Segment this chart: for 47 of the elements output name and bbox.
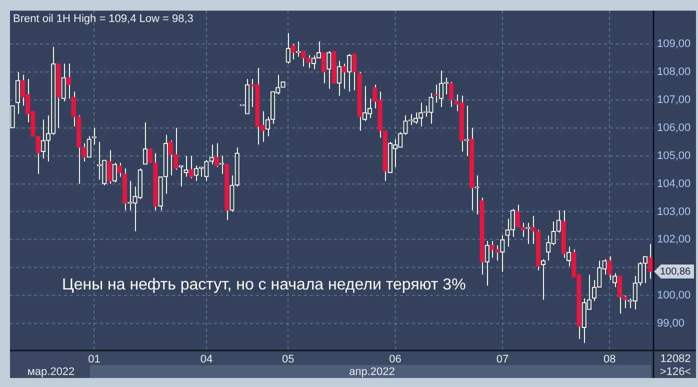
candlestick xyxy=(326,50,332,90)
y-tick-label: 99,00 xyxy=(657,317,685,330)
candlestick xyxy=(500,234,505,272)
text: 100,86 xyxy=(660,266,692,278)
candlestick xyxy=(296,40,301,58)
x-tick-label: 08 xyxy=(604,354,616,366)
text: мар.2022 xyxy=(27,366,75,378)
candlestick xyxy=(209,144,214,165)
candlestick xyxy=(347,53,352,92)
candlestick xyxy=(184,155,188,178)
candlestick xyxy=(336,60,342,96)
candlestick xyxy=(286,32,290,64)
y-tick-label: 104,00 xyxy=(657,178,691,190)
annotation: Цены на нефть растут, но с начала недели теряют 3% xyxy=(62,276,466,294)
candlestick xyxy=(643,256,648,284)
x-tick-label: 04 xyxy=(200,354,213,366)
y-tick-label: 100,00 xyxy=(657,290,691,302)
chart-title: Brent oil 1H High = 109,4 Low = 98,3 xyxy=(13,13,194,26)
candlestick xyxy=(403,114,408,136)
candlestick xyxy=(622,295,628,309)
candlestick xyxy=(474,174,480,216)
x-tick-label: 05 xyxy=(282,354,294,366)
candlestick xyxy=(61,63,66,102)
x-tick-label: 01 xyxy=(88,354,100,366)
y-tick-label: 102,00 xyxy=(657,234,691,246)
candlestick xyxy=(112,162,117,183)
candlestick xyxy=(40,119,46,160)
candlestick xyxy=(46,114,51,162)
x-tick-label: 06 xyxy=(389,354,402,366)
y-tick-label: 106,00 xyxy=(657,122,691,134)
candlestick xyxy=(638,262,643,286)
candlestick xyxy=(526,222,530,244)
text: апр.2022 xyxy=(349,366,395,378)
y-tick-label: 103,00 xyxy=(657,206,691,218)
candlestick xyxy=(464,105,470,156)
text: 12082 xyxy=(660,353,691,366)
candlestick xyxy=(15,72,20,114)
candlestick xyxy=(484,240,490,286)
candlestick xyxy=(86,136,92,158)
y-tick-label: 105,00 xyxy=(657,150,691,162)
text: >126< xyxy=(660,366,692,378)
candlestick xyxy=(194,165,199,182)
candlestick xyxy=(142,122,148,165)
y-tick-label: 108,00 xyxy=(657,66,691,78)
y-tick-label: 107,00 xyxy=(657,94,691,106)
y-tick-label: 109,00 xyxy=(657,38,691,50)
x-tick-label: 07 xyxy=(496,354,509,366)
